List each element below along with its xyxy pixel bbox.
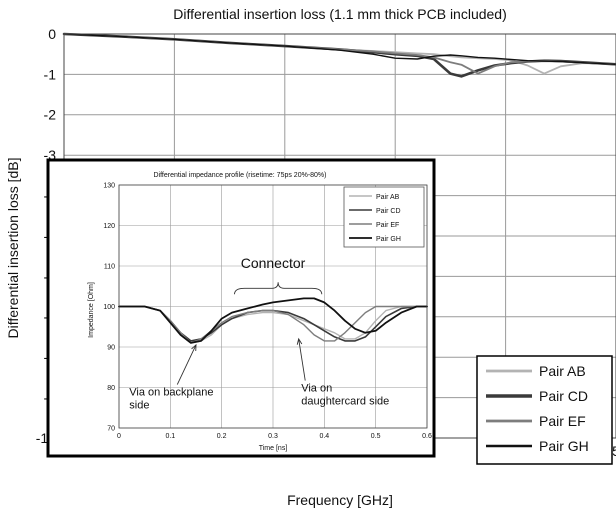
inset-chart-title: Differential impedance profile (risetime… — [153, 172, 326, 179]
inset-legend-label: Pair EF — [376, 222, 399, 229]
inset-x-tick-label: 0.1 — [165, 433, 175, 440]
connector-brace — [234, 282, 323, 295]
inset-x-axis-label: Time [ns] — [259, 445, 288, 452]
main-legend-label: Pair GH — [539, 438, 589, 454]
inset-legend-box — [343, 186, 425, 248]
main-chart-title: Differential insertion loss (1.1 mm thic… — [173, 6, 507, 22]
inset-y-tick-label: 80 — [107, 385, 115, 392]
via-backplane-arrow — [176, 344, 197, 385]
inset-x-tick-label: 0.6 — [422, 433, 432, 440]
arrow-head — [296, 337, 303, 345]
inset-legend: Pair AB Pair CD Pair EF Pair GH — [343, 186, 425, 248]
via-backplane-label: Via on backplane — [129, 387, 213, 399]
inset-tick-labels: 0 0.1 0.2 0.3 0.4 0.5 0.6 70 80 90 100 110 120 130 — [103, 182, 432, 440]
main-y-axis-label: Differential insertion loss [dB] — [5, 157, 21, 338]
inset-y-tick-label: 100 — [103, 304, 115, 311]
inset-legend-label: Pair CD — [376, 208, 401, 215]
inset-x-tick-label: 0.5 — [371, 433, 381, 440]
via-daughtercard-label: Via on — [301, 383, 332, 395]
main-y-tick-label: -1 — [44, 66, 57, 82]
inset-x-tick-label: 0.2 — [217, 433, 227, 440]
inset-plot-frame — [118, 184, 428, 429]
inset-x-tick-label: 0.3 — [268, 433, 278, 440]
main-series-layer — [62, 32, 616, 78]
main-series-line — [63, 33, 616, 75]
main-series-line — [63, 33, 616, 65]
main-y-tick-label: 0 — [48, 26, 56, 42]
main-legend-label: Pair CD — [539, 388, 588, 404]
main-legend-label: Pair AB — [539, 363, 586, 379]
main-series-line — [62, 32, 616, 78]
inset-series-layer — [118, 297, 428, 344]
main-x-tick-label: 5 — [612, 443, 616, 459]
arrow-head — [191, 343, 197, 351]
via-daughtercard-label: daughtercard side — [301, 396, 389, 408]
main-legend-label: Pair EF — [539, 413, 586, 429]
inset-x-tick-label: 0.4 — [319, 433, 329, 440]
inset-y-tick-label: 120 — [103, 223, 115, 230]
inset-legend-label: Pair AB — [376, 194, 400, 201]
connector-label: Connector — [241, 255, 306, 271]
inset-x-tick-label: 0 — [117, 433, 121, 440]
inset-legend-label: Pair GH — [376, 236, 401, 243]
inset-y-tick-label: 70 — [107, 425, 115, 432]
inset-y-tick-label: 110 — [104, 263, 115, 270]
impedance-inset: Differential impedance profile (risetime… — [46, 158, 436, 458]
inset-series-line — [118, 297, 428, 344]
main-y-tick-label: -2 — [44, 107, 57, 123]
main-x-axis-label: Frequency [GHz] — [287, 492, 393, 508]
inset-y-tick-label: 130 — [103, 182, 115, 189]
main-legend: Pair AB Pair CD Pair EF Pair GH — [476, 355, 613, 465]
via-backplane-label: side — [129, 400, 149, 412]
inset-series-line — [118, 305, 428, 344]
inset-y-tick-label: 90 — [107, 344, 115, 351]
inset-y-axis-label: Impedance [Ohm] — [88, 282, 95, 338]
via-daughtercard-arrow — [298, 338, 306, 381]
